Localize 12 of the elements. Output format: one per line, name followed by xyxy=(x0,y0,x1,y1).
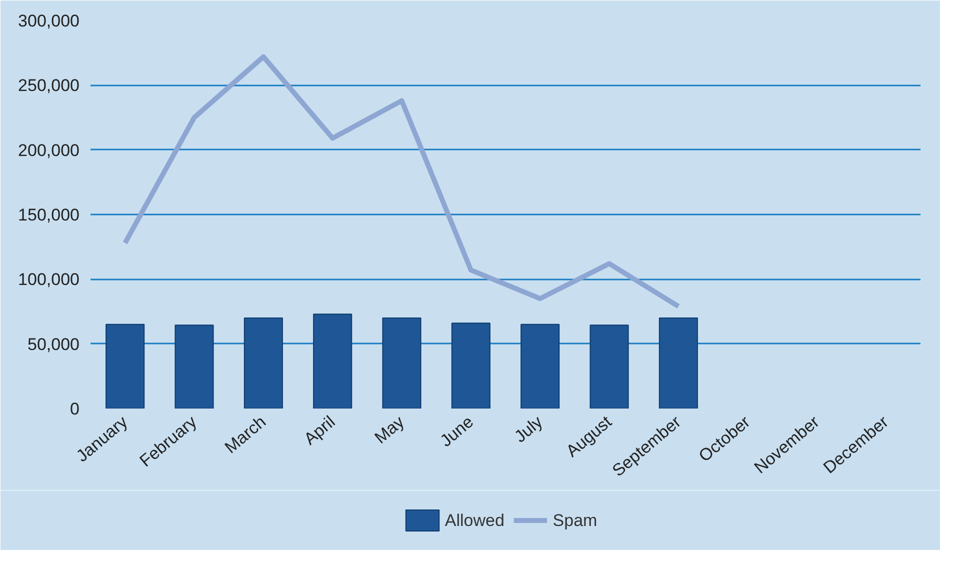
y-tick-label: 200,000 xyxy=(18,140,80,160)
y-tick-label: 150,000 xyxy=(18,206,80,224)
y-tick-label: 250,000 xyxy=(18,76,80,96)
legend-label: Spam xyxy=(552,511,598,530)
y-tick-label: 0 xyxy=(70,400,80,418)
x-tick-label: May xyxy=(371,412,408,448)
y-tick-label: 50,000 xyxy=(28,334,80,354)
x-tick-label: July xyxy=(510,412,547,446)
y-tick-label: 100,000 xyxy=(18,270,80,290)
y-tick-label: 300,000 xyxy=(18,12,80,30)
x-tick-label: June xyxy=(436,412,478,451)
legend-label: Allowed xyxy=(444,511,504,530)
